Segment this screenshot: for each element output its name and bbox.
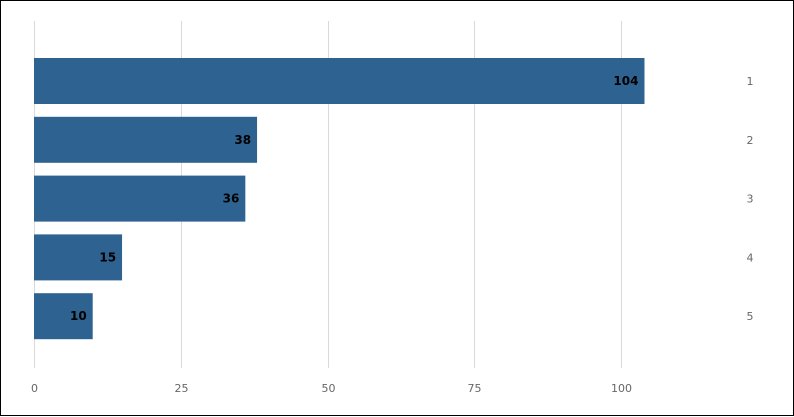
bar — [34, 293, 93, 340]
x-tick-label: 0 — [31, 382, 38, 395]
category-label: 1 — [747, 75, 754, 88]
data-label: 15 — [99, 250, 116, 264]
data-label: 10 — [70, 309, 87, 323]
x-tick-label: 50 — [322, 382, 336, 395]
x-tick-label: 25 — [175, 382, 189, 395]
category-label: 2 — [747, 134, 754, 147]
bar — [34, 234, 123, 281]
category-label: 3 — [747, 193, 754, 206]
category-label: 5 — [747, 310, 754, 323]
category-label: 4 — [747, 251, 754, 264]
x-tick-label: 100 — [611, 382, 632, 395]
bar — [34, 58, 645, 104]
bar — [34, 116, 258, 163]
x-tick-label: 75 — [468, 382, 482, 395]
bar — [34, 175, 246, 222]
data-label: 36 — [223, 192, 240, 206]
data-label: 104 — [613, 74, 638, 88]
data-label: 38 — [234, 133, 251, 147]
